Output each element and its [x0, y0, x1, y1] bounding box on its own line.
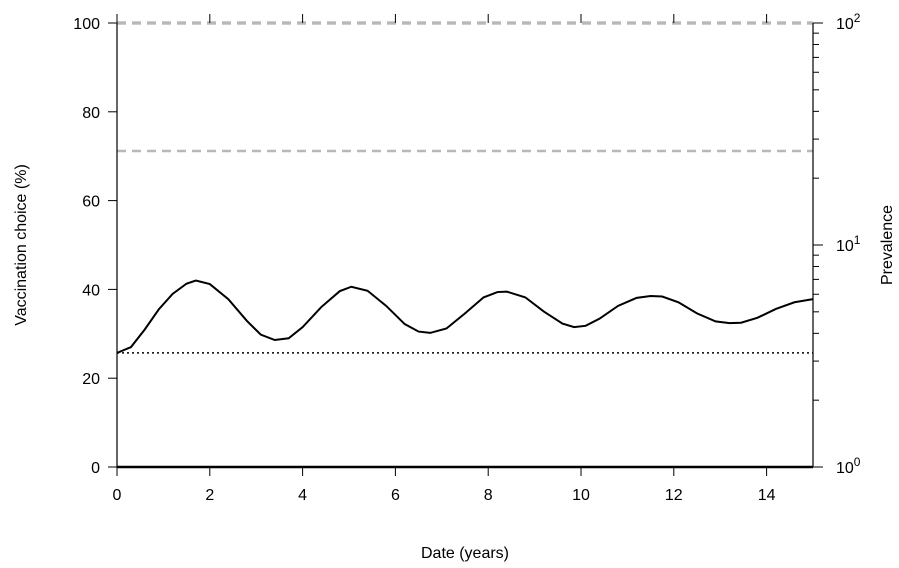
x-tick-label: 4	[298, 487, 307, 504]
axes-layer: 0 2 4 6 8 10 12 14 0 20 40 60 80 100 100 101 102	[73, 11, 861, 504]
y-tick-label: 0	[91, 460, 100, 477]
y2-axis-label: Prevalence	[879, 205, 896, 285]
x-tick-label: 8	[484, 487, 493, 504]
x-tick-label: 14	[758, 487, 776, 504]
y-tick-label: 20	[82, 371, 100, 388]
x-tick-label: 0	[113, 487, 122, 504]
x-tick-label: 2	[205, 487, 214, 504]
labels-layer: Date (years) Vaccination choice (%) Prev…	[13, 164, 896, 562]
y-tick-label: 100	[73, 16, 100, 33]
y2-tick-label: 101	[836, 233, 861, 255]
series-line-1	[116, 279, 814, 354]
y2-tick-label: 100	[836, 455, 861, 477]
y2-tick-label: 102	[836, 11, 861, 33]
y-tick-label: 60	[82, 194, 100, 211]
y-tick-label: 80	[82, 105, 100, 122]
y-tick-label: 40	[82, 282, 100, 299]
x-tick-label: 10	[572, 487, 590, 504]
series-layer	[116, 21, 814, 469]
y-axis-label: Vaccination choice (%)	[13, 164, 30, 326]
x-tick-label: 6	[391, 487, 400, 504]
x-tick-label: 12	[665, 487, 683, 504]
x-axis-label: Date (years)	[421, 545, 509, 562]
